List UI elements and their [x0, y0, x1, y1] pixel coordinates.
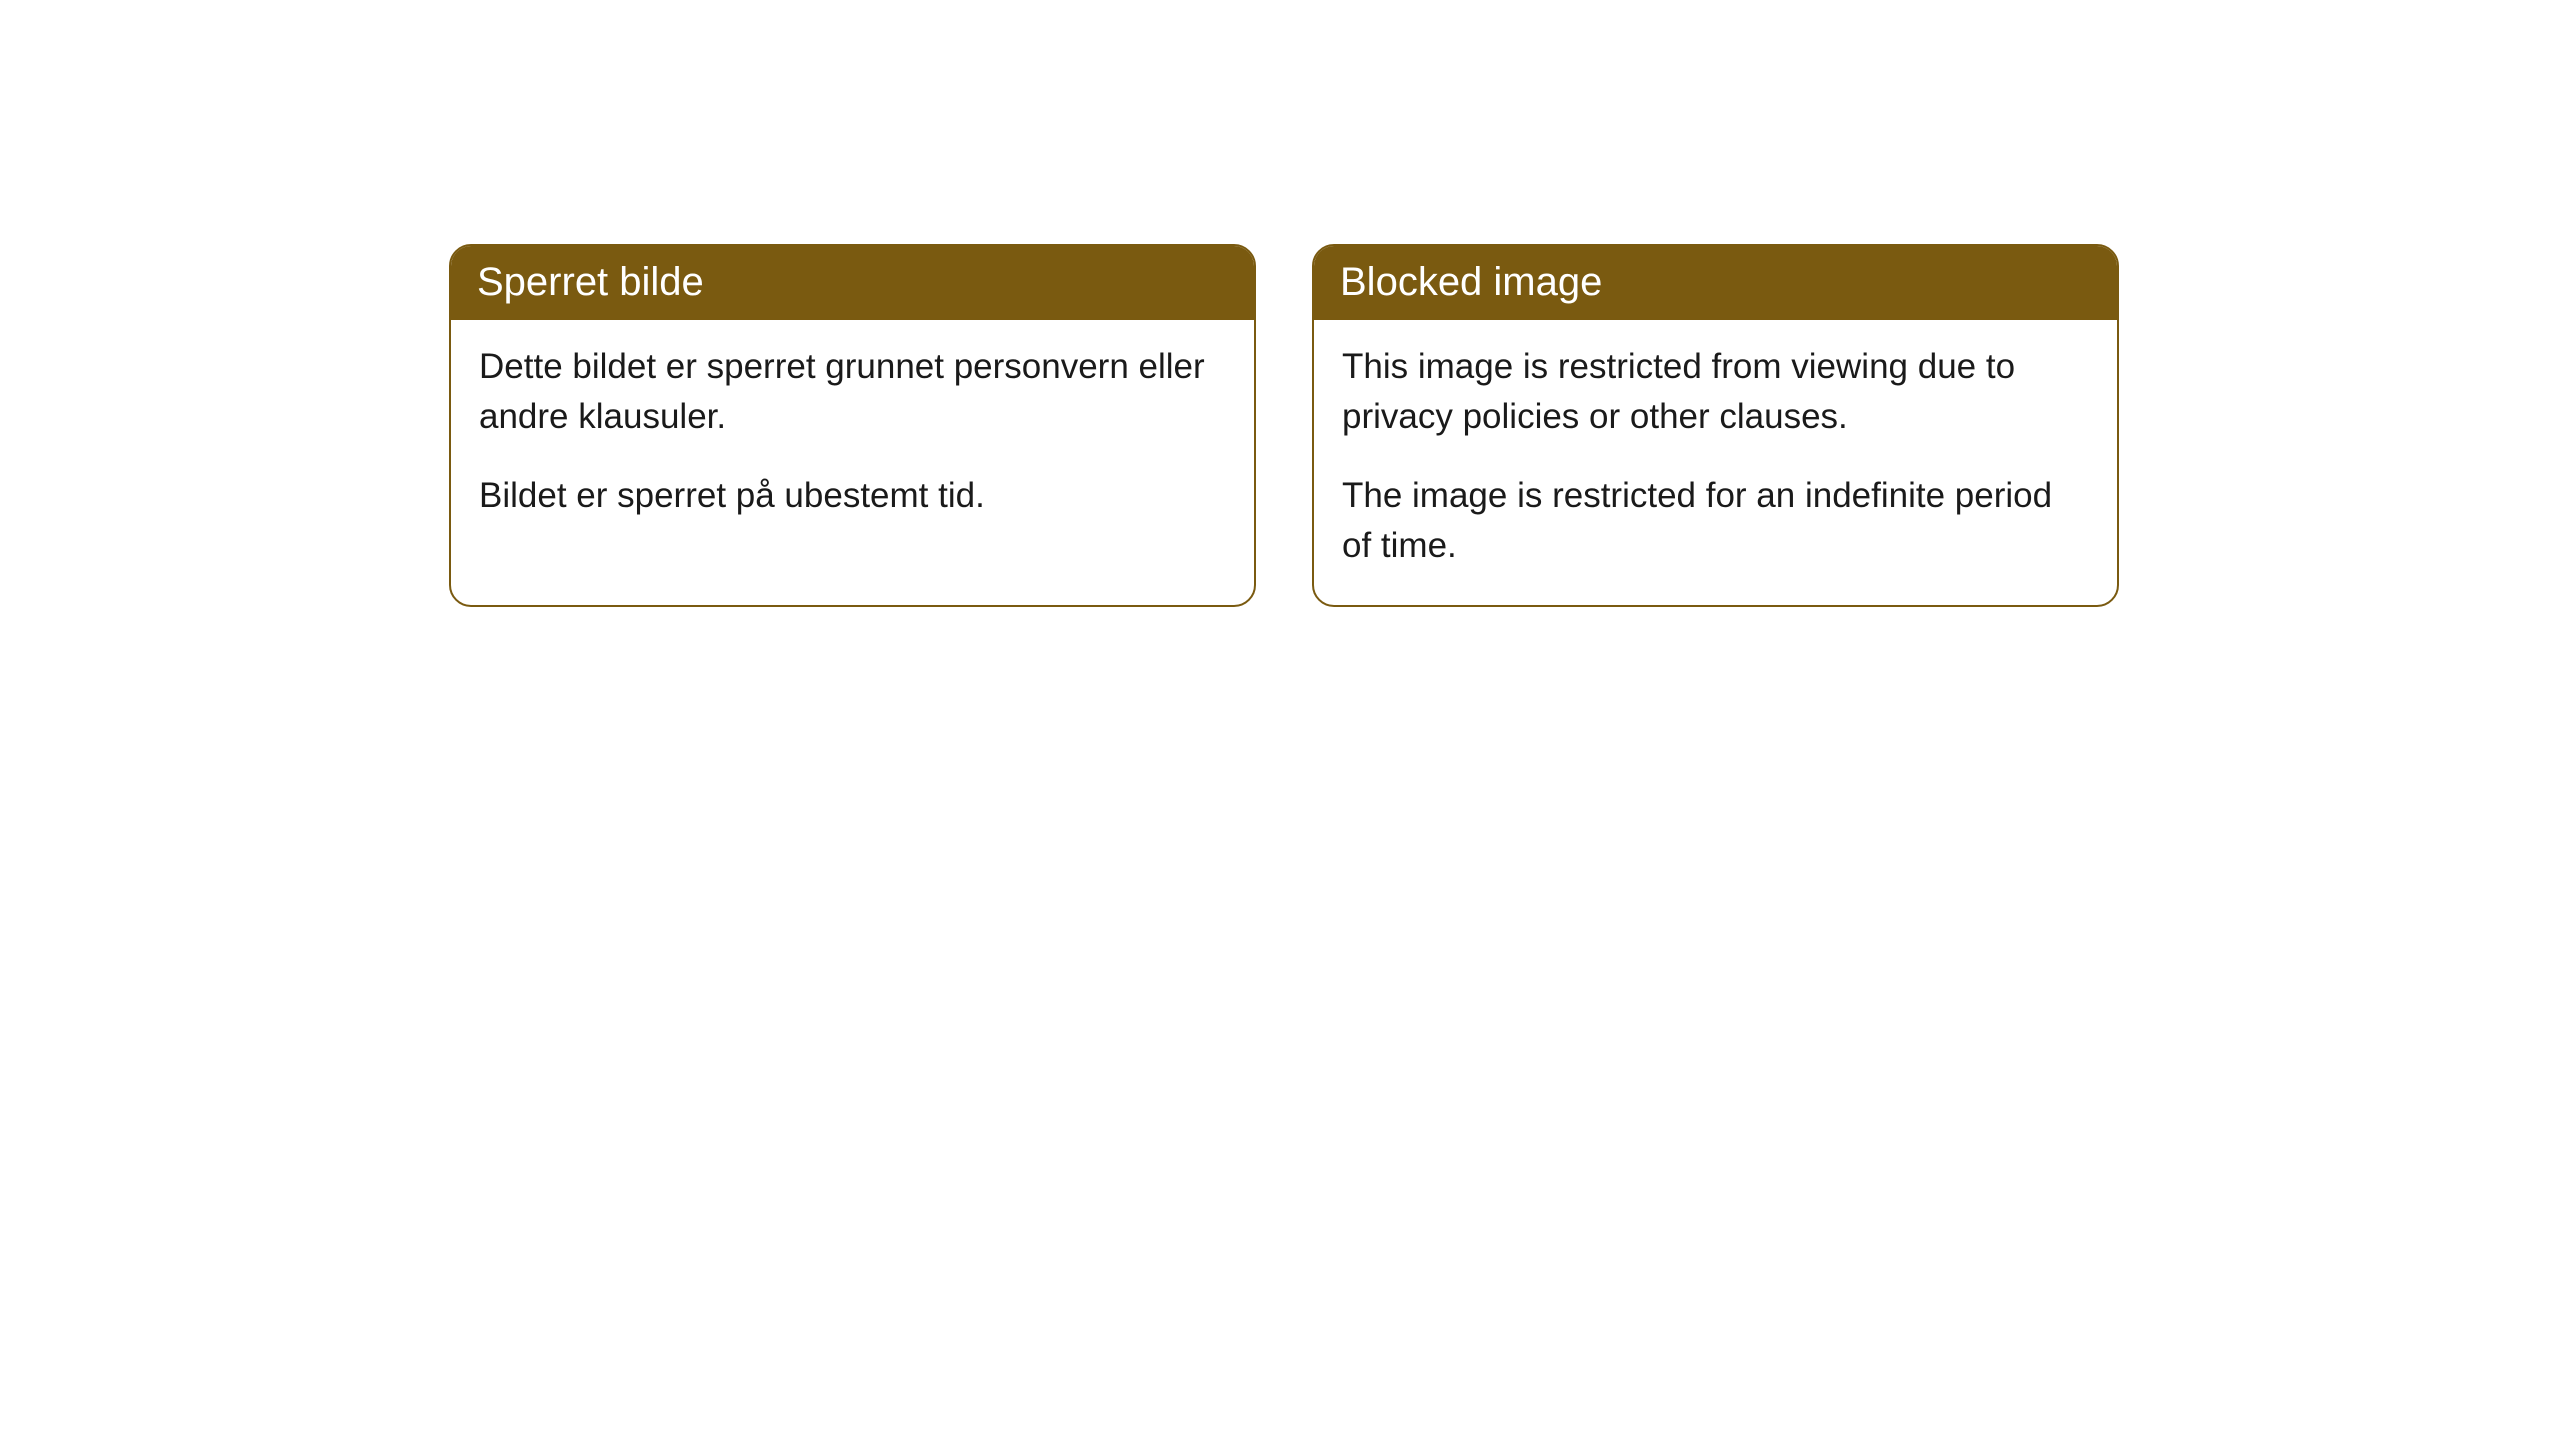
card-paragraph: Dette bildet er sperret grunnet personve… [479, 342, 1226, 441]
blocked-image-card-norwegian: Sperret bilde Dette bildet er sperret gr… [449, 244, 1256, 607]
card-body-english: This image is restricted from viewing du… [1314, 320, 2117, 605]
card-title: Sperret bilde [477, 260, 704, 304]
card-title: Blocked image [1340, 260, 1602, 304]
card-header-norwegian: Sperret bilde [451, 246, 1254, 320]
blocked-image-card-english: Blocked image This image is restricted f… [1312, 244, 2119, 607]
card-header-english: Blocked image [1314, 246, 2117, 320]
notice-cards-container: Sperret bilde Dette bildet er sperret gr… [0, 0, 2560, 607]
card-paragraph: The image is restricted for an indefinit… [1342, 471, 2089, 570]
card-body-norwegian: Dette bildet er sperret grunnet personve… [451, 320, 1254, 555]
card-paragraph: This image is restricted from viewing du… [1342, 342, 2089, 441]
card-paragraph: Bildet er sperret på ubestemt tid. [479, 471, 1226, 521]
